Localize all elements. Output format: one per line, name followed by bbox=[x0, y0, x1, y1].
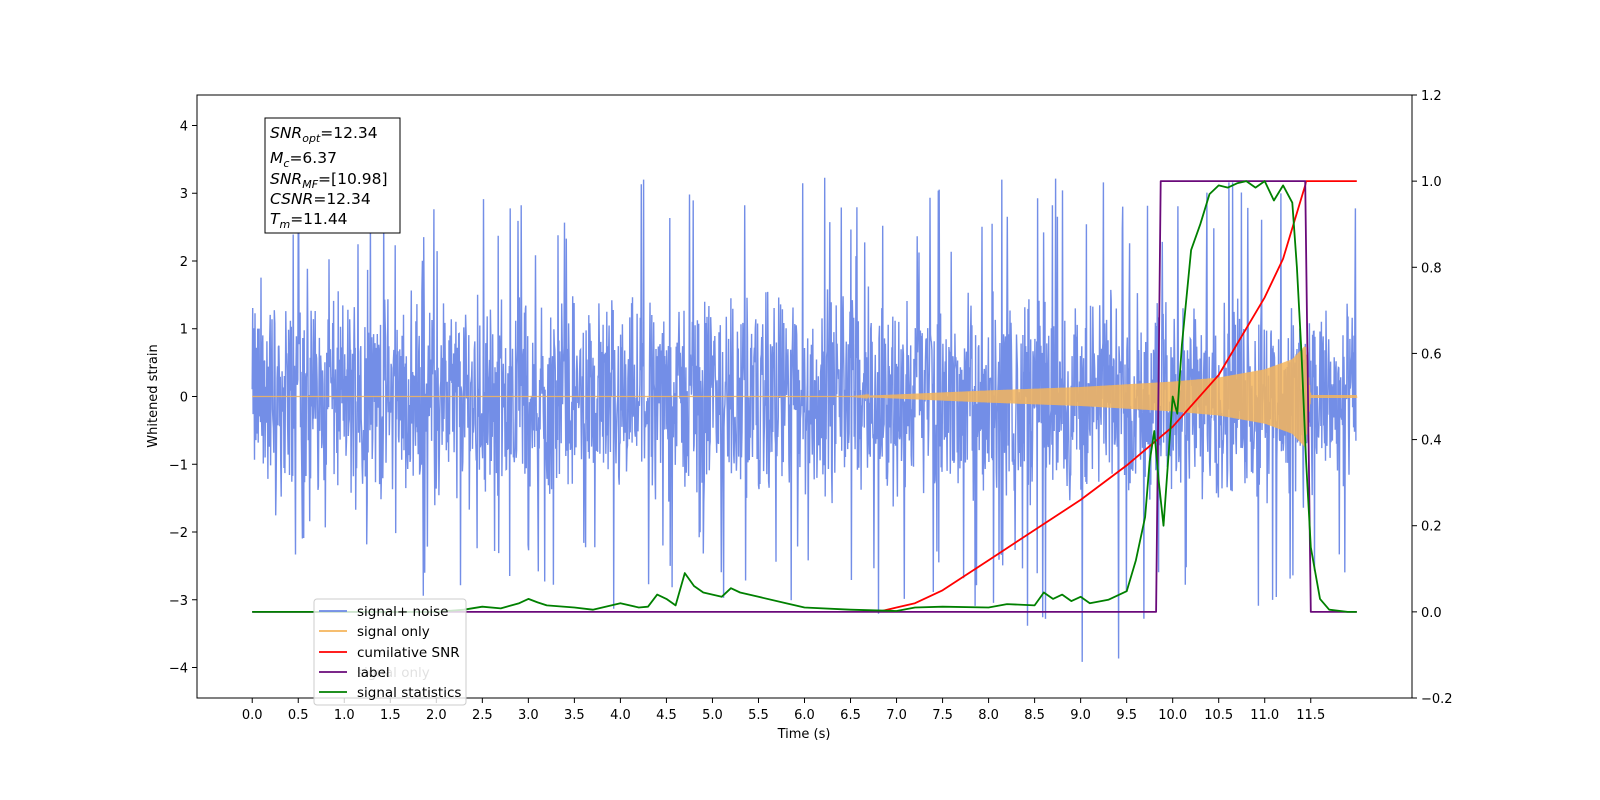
x-tick-label: 2.5 bbox=[472, 708, 493, 723]
x-axis-label: Time (s) bbox=[777, 727, 831, 742]
info-symbol: M bbox=[270, 149, 283, 167]
info-symbol: CSNR bbox=[270, 190, 313, 208]
left-y-tick-label: −2 bbox=[169, 526, 188, 541]
y-axis-label: Whitened strain bbox=[146, 344, 161, 447]
x-tick-label: 7.5 bbox=[932, 708, 953, 723]
left-y-tick-label: −3 bbox=[169, 594, 188, 609]
info-value: =6.37 bbox=[289, 149, 337, 167]
legend-label: label bbox=[357, 665, 390, 681]
legend-frame bbox=[313, 598, 467, 706]
info-value: =12.34 bbox=[313, 190, 370, 208]
x-tick-label: 1.0 bbox=[334, 708, 355, 723]
legend-hidden-label: signal only bbox=[357, 665, 430, 681]
left-y-axis-ticks: −4 −3 −2 −1 0 1 2 3 4 bbox=[169, 119, 197, 677]
left-y-tick-label: −1 bbox=[169, 458, 188, 473]
legend-label: signal statistics bbox=[357, 685, 461, 701]
right-y-tick-label: −0.2 bbox=[1421, 692, 1453, 707]
x-tick-label: 7.0 bbox=[886, 708, 907, 723]
right-y-tick-label: 0.0 bbox=[1421, 606, 1442, 621]
x-tick-label: 6.5 bbox=[840, 708, 861, 723]
right-y-tick-label: 0.4 bbox=[1421, 434, 1442, 449]
legend: signal+ noise signal only cumilative SNR la… bbox=[313, 598, 467, 706]
x-tick-label: 4.5 bbox=[656, 708, 677, 723]
x-tick-label: 3.5 bbox=[564, 708, 585, 723]
x-tick-label: 0.5 bbox=[288, 708, 309, 723]
x-tick-label: 4.0 bbox=[610, 708, 631, 723]
x-tick-label: 10.0 bbox=[1158, 708, 1187, 723]
info-value: =[10.98] bbox=[318, 170, 387, 188]
info-subscript: m bbox=[279, 218, 290, 231]
x-tick-label: 11.5 bbox=[1296, 708, 1325, 723]
left-y-tick-label: 1 bbox=[180, 323, 188, 338]
x-tick-label: 5.5 bbox=[748, 708, 769, 723]
x-tick-label: 11.0 bbox=[1250, 708, 1279, 723]
series-label bbox=[252, 180, 1357, 613]
right-y-tick-label: 1.0 bbox=[1421, 175, 1442, 190]
x-tick-label: 10.5 bbox=[1204, 708, 1233, 723]
right-y-tick-label: 1.2 bbox=[1421, 89, 1442, 104]
right-y-tick-label: 0.8 bbox=[1421, 261, 1442, 276]
x-tick-label: 6.0 bbox=[794, 708, 815, 723]
info-subscript: c bbox=[283, 157, 289, 170]
info-annotation-box: SNRopt=12.34Mc=6.37SNRMF=[10.98]CSNR=12.… bbox=[264, 117, 401, 234]
info-line: Tm=11.44 bbox=[270, 210, 348, 231]
info-line: SNRMF=[10.98] bbox=[270, 170, 388, 191]
info-subscript: MF bbox=[302, 178, 318, 191]
x-tick-label: 9.0 bbox=[1070, 708, 1091, 723]
info-line: Mc=6.37 bbox=[270, 149, 337, 170]
info-symbol: SNR bbox=[270, 124, 302, 142]
left-y-tick-label: −4 bbox=[169, 662, 188, 677]
left-y-tick-label: 0 bbox=[180, 391, 188, 406]
left-y-tick-label: 4 bbox=[180, 119, 188, 134]
info-line: CSNR=12.34 bbox=[270, 190, 371, 208]
x-tick-label: 8.5 bbox=[1024, 708, 1045, 723]
left-y-tick-label: 3 bbox=[180, 187, 188, 202]
legend-label: signal only bbox=[357, 624, 430, 640]
x-tick-label: 5.0 bbox=[702, 708, 723, 723]
info-symbol: T bbox=[270, 210, 281, 228]
legend-label: signal+ noise bbox=[357, 604, 448, 620]
series-cumulative-snr bbox=[877, 180, 1357, 613]
x-tick-label: 0.0 bbox=[242, 708, 263, 723]
info-value: =11.44 bbox=[290, 210, 347, 228]
x-tick-label: 8.0 bbox=[978, 708, 999, 723]
right-y-axis-ticks: −0.2 0.0 0.2 0.4 0.6 0.8 1.0 1.2 bbox=[1412, 89, 1453, 707]
series-signal-only bbox=[252, 346, 1358, 448]
left-y-tick-label: 2 bbox=[180, 255, 188, 270]
info-value: =12.34 bbox=[320, 124, 377, 142]
x-tick-label: 3.0 bbox=[518, 708, 539, 723]
series-layer bbox=[251, 177, 1358, 662]
x-axis-ticks: 0.0 0.5 1.0 1.5 2.0 2.5 3.0 3.5 4.0 4.5 5.0 5.5 6.0 6… bbox=[242, 698, 1325, 723]
info-subscript: opt bbox=[302, 132, 321, 145]
x-tick-label: 1.5 bbox=[380, 708, 401, 723]
info-box-frame bbox=[264, 117, 401, 234]
info-symbol: SNR bbox=[270, 170, 302, 188]
right-y-tick-label: 0.2 bbox=[1421, 520, 1442, 535]
x-tick-label: 9.5 bbox=[1116, 708, 1137, 723]
legend-label: cumilative SNR bbox=[357, 645, 460, 661]
info-line: SNRopt=12.34 bbox=[270, 124, 378, 145]
series-signal-statistics bbox=[252, 180, 1357, 613]
x-tick-label: 2.0 bbox=[426, 708, 447, 723]
right-y-tick-label: 0.6 bbox=[1421, 347, 1442, 362]
